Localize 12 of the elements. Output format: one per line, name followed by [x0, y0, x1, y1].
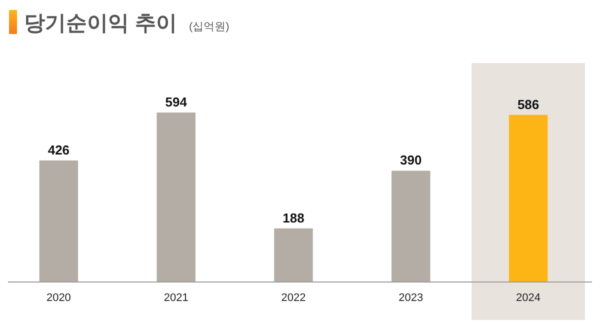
- chart-title: 당기순이익 추이: [24, 12, 177, 35]
- chart-subtitle: (십억원): [189, 21, 230, 33]
- x-tick-label: 2024: [516, 292, 541, 304]
- data-label: 390: [400, 152, 422, 168]
- x-tick-label: 2020: [46, 292, 71, 304]
- data-label: 426: [48, 142, 70, 158]
- data-label: 188: [282, 210, 304, 226]
- x-tick-label: 2022: [281, 292, 306, 304]
- data-label: 586: [517, 96, 540, 112]
- data-label: 594: [165, 94, 188, 110]
- x-tick-label: 2021: [164, 292, 188, 304]
- x-tick-label: 2023: [398, 292, 424, 304]
